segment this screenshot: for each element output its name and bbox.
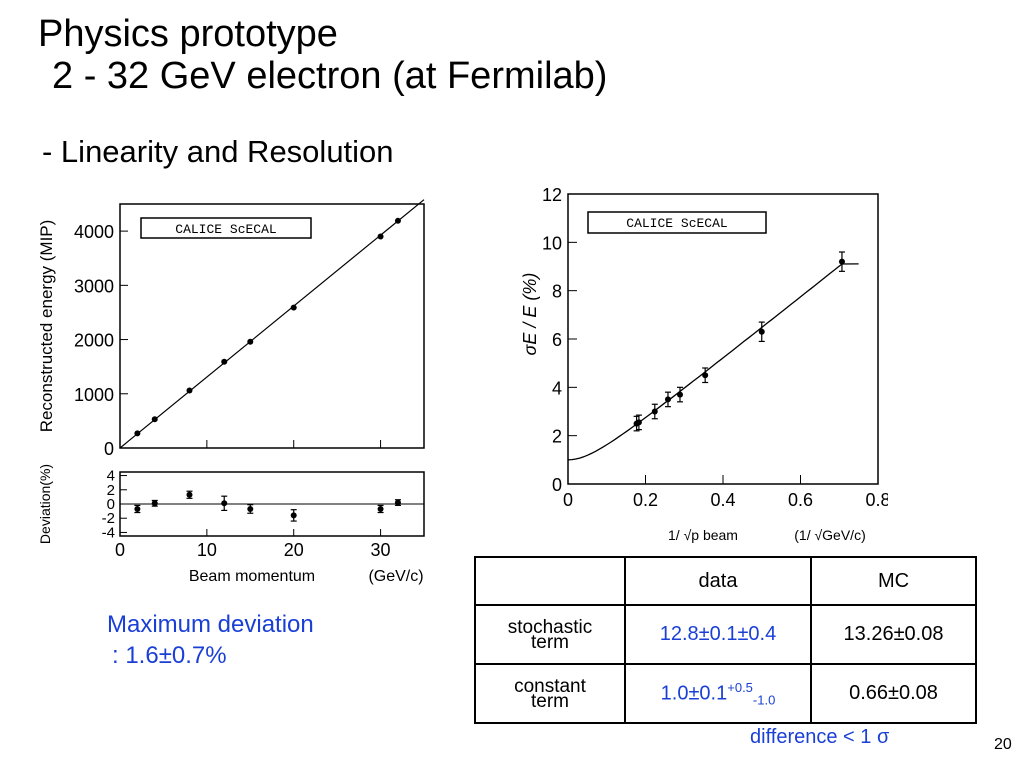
x-axis-unit: (GeV/c) — [368, 568, 423, 585]
row-label-line2: term — [531, 631, 569, 653]
x-tick-label: 0.4 — [710, 490, 735, 510]
y-tick-label: 0 — [107, 496, 115, 513]
data-point — [651, 408, 658, 415]
max-deviation-value: : 1.6±0.7% — [112, 642, 227, 669]
data-point — [394, 217, 401, 224]
data-point — [377, 505, 384, 512]
slide-title-line2: 2 - 32 GeV electron (at Fermilab) — [52, 55, 608, 97]
stochastic-data-value: 12.8±0.1±0.4 — [624, 604, 812, 665]
table-header-mc: MC — [810, 556, 977, 606]
data-point — [290, 512, 297, 519]
difference-note: difference < 1 σ — [750, 726, 890, 748]
resolution-table: data MC stochastic term 12.8±0.1±0.4 13.… — [474, 556, 977, 724]
table-header-data: data — [624, 556, 812, 606]
x-tick-label: 0.2 — [633, 490, 658, 510]
legend-text: CALICE ScECAL — [626, 216, 727, 231]
y-tick-label: 0 — [104, 439, 114, 459]
data-point — [151, 500, 158, 507]
y-tick-label: -2 — [102, 510, 115, 527]
y-tick-label: 10 — [542, 233, 562, 253]
data-point — [186, 387, 193, 394]
x-tick-label: 10 — [197, 540, 217, 560]
row-label-line2: term — [531, 690, 569, 712]
y-tick-label: 6 — [552, 330, 562, 350]
data-point — [664, 396, 671, 403]
data-point — [151, 416, 158, 423]
slide-title-line1: Physics prototype — [38, 13, 338, 55]
data-point — [221, 358, 228, 365]
y-tick-label: 2000 — [74, 331, 114, 351]
y-tick-label: 4000 — [74, 222, 114, 242]
table-row: stochastic term 12.8±0.1±0.4 13.26±0.08 — [474, 604, 977, 665]
constant-data-main: 1.0±0.1 — [660, 682, 728, 705]
page-number: 20 — [994, 736, 1012, 753]
data-point — [290, 304, 297, 311]
constant-data-sub: -1.0 — [752, 692, 776, 708]
resolution-plot: 0 2 4 6 8 10 12 0 0.2 0.4 0.6 0.8 CALICE ScECAL σE / … — [520, 185, 888, 543]
data-point — [247, 505, 254, 512]
y-tick-label: -4 — [102, 524, 115, 541]
y-tick-label: 3000 — [74, 276, 114, 296]
data-point — [838, 258, 845, 265]
data-point — [134, 505, 141, 512]
table-row: constant term 1.0±0.1+0.5-1.0 0.66±0.08 — [474, 663, 977, 724]
resolution-figure: 0 2 4 6 8 10 12 0 0.2 0.4 0.6 0.8 CALICE ScECAL σE / … — [520, 185, 888, 543]
row-label-stochastic: stochastic term — [474, 604, 626, 665]
legend-box — [140, 217, 312, 239]
x-tick-label: 20 — [284, 540, 304, 560]
x-tick-label: 0.8 — [865, 490, 888, 510]
stochastic-mc-value: 13.26±0.08 — [810, 604, 977, 665]
constant-data-value: 1.0±0.1+0.5-1.0 — [624, 663, 812, 724]
y-tick-label: 4 — [552, 378, 562, 398]
x-axis-label: Beam momentum — [189, 568, 315, 585]
y-axis-label: σE / E (%) — [520, 273, 540, 356]
max-deviation-label: Maximum deviation — [107, 611, 314, 638]
linearity-plot: 0 1000 2000 3000 4000 Reconstructed energy (M… — [37, 199, 425, 459]
constant-data-sup: +0.5 — [727, 679, 753, 695]
constant-mc-value: 0.66±0.08 — [810, 663, 977, 724]
data-point — [247, 338, 254, 345]
x-tick-label: 0.6 — [788, 490, 813, 510]
fit-line — [119, 199, 425, 449]
legend-box — [587, 211, 767, 234]
data-point — [377, 233, 384, 240]
table-header-cell — [474, 556, 626, 606]
x-tick-label: 0 — [115, 540, 125, 560]
y-axis-label: Deviation(%) — [37, 464, 53, 544]
y-axis-label: Reconstructed energy (MIP) — [37, 220, 56, 433]
fit-curve — [567, 263, 859, 461]
row-label-line1: stochastic — [507, 616, 593, 638]
data-point — [394, 499, 401, 506]
y-tick-label: 0 — [552, 475, 562, 495]
y-tick-label: 2 — [107, 482, 115, 499]
data-point — [134, 430, 141, 437]
data-point — [758, 328, 765, 335]
y-tick-label: 2 — [552, 427, 562, 447]
x-tick-label: 0 — [563, 490, 573, 510]
y-tick-label: 12 — [542, 185, 562, 205]
data-point — [702, 372, 709, 379]
row-label-constant: constant term — [474, 663, 626, 724]
y-tick-label: 4 — [107, 468, 115, 485]
x-tick-label: 30 — [371, 540, 391, 560]
y-tick-label: 8 — [552, 282, 562, 302]
x-axis-label: 1/ √p beam — [668, 527, 738, 543]
table-header-row: data MC — [474, 556, 977, 606]
data-point — [676, 391, 683, 398]
data-point — [186, 491, 193, 498]
legend-text: CALICE ScECAL — [175, 222, 276, 237]
plot-frame — [119, 203, 425, 449]
data-point — [221, 500, 228, 507]
row-label-line1: constant — [514, 675, 586, 697]
data-point — [635, 419, 642, 426]
y-tick-label: 1000 — [74, 385, 114, 405]
slide-subtitle: - Linearity and Resolution — [42, 134, 394, 169]
x-axis-unit: (1/ √GeV/c) — [794, 527, 865, 543]
